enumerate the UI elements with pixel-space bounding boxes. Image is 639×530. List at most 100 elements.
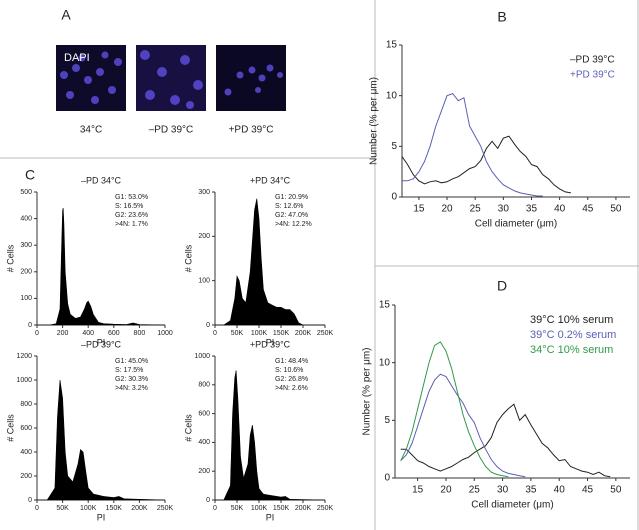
y-tick-label: 1200	[16, 353, 32, 360]
stat-label: S: 10.6%	[275, 367, 303, 374]
y-axis-title: # Cells	[183, 414, 193, 442]
y-axis-title: # Cells	[183, 244, 193, 272]
y-tick-label: 0	[28, 322, 32, 329]
y-tick-label: 600	[20, 425, 32, 432]
x-tick-label: 0	[213, 505, 217, 512]
y-tick-label: 15	[379, 300, 391, 311]
y-axis-title: # Cells	[5, 244, 15, 272]
y-tick-label: 0	[206, 497, 210, 504]
stat-label: G1: 20.9%	[275, 194, 308, 201]
nuclei	[60, 50, 283, 109]
x-axis-title: PI	[266, 337, 275, 347]
stat-label: G2: 47.0%	[275, 212, 308, 219]
panel-letter: D	[497, 278, 507, 294]
x-tick-label: 100K	[251, 330, 268, 337]
caption: 34°C	[80, 125, 102, 136]
line-series	[401, 135, 571, 194]
panel-letter: C	[25, 167, 35, 183]
x-tick-label: 20	[440, 485, 452, 496]
x-tick-label: 25	[470, 204, 482, 215]
y-axis-title: Number (% per μm)	[362, 348, 373, 436]
stat-label: S: 16.5%	[115, 203, 143, 210]
x-tick-label: 1000	[157, 330, 173, 337]
x-axis-title: Cell diameter (μm)	[475, 219, 557, 230]
y-tick-label: 400	[198, 439, 210, 446]
y-tick-label: 800	[198, 382, 210, 389]
x-tick-label: 30	[497, 485, 509, 496]
line-series	[402, 93, 543, 197]
y-tick-label: 400	[20, 215, 32, 222]
x-tick-label: 50	[610, 485, 622, 496]
x-tick-label: 200	[57, 330, 69, 337]
y-tick-label: 10	[379, 357, 391, 368]
x-tick-label: 250K	[157, 505, 174, 512]
line-series	[400, 373, 526, 478]
y-tick-label: 0	[391, 192, 397, 203]
x-tick-label: 0	[213, 330, 217, 337]
y-tick-label: 100	[198, 278, 210, 285]
y-tick-label: 800	[20, 401, 32, 408]
y-tick-label: 600	[198, 410, 210, 417]
line-series	[400, 341, 509, 478]
overlay-label: DAPI	[64, 52, 90, 64]
caption: +PD 39°C	[229, 125, 274, 136]
x-tick-label: 45	[582, 204, 594, 215]
y-tick-label: 300	[20, 242, 32, 249]
x-tick-label: 150K	[106, 505, 123, 512]
x-tick-label: 100K	[251, 505, 268, 512]
x-axis-title: PI	[266, 512, 275, 522]
chart-title: –PD 34°C	[81, 175, 122, 185]
x-tick-label: 400	[82, 330, 94, 337]
stat-label: G1: 53.0%	[115, 194, 148, 201]
histogram	[215, 198, 325, 326]
y-tick-label: 0	[206, 322, 210, 329]
x-tick-label: 250K	[317, 330, 334, 337]
stat-label: G2: 26.8%	[275, 376, 308, 383]
x-axis-title: PI	[97, 512, 106, 522]
chart-title: –PD 39°C	[81, 339, 122, 349]
y-tick-label: 1000	[16, 377, 32, 384]
x-axis-title: Cell diameter (μm)	[471, 500, 553, 511]
histogram	[37, 379, 166, 501]
chart-title: +PD 34°C	[250, 175, 291, 185]
y-tick-label: 5	[384, 415, 390, 426]
y-tick-label: 500	[20, 189, 32, 196]
x-tick-label: 600	[108, 330, 120, 337]
x-tick-label: 40	[554, 204, 566, 215]
legend-entry: 39°C 10% serum	[530, 314, 613, 326]
legend-entry: 34°C 10% serum	[530, 344, 613, 356]
legend-entry: 39°C 0.2% serum	[530, 329, 616, 341]
x-tick-label: 150K	[273, 330, 290, 337]
x-tick-label: 100K	[80, 505, 97, 512]
y-tick-label: 200	[20, 473, 32, 480]
x-tick-label: 15	[413, 204, 425, 215]
x-tick-label: 0	[35, 330, 39, 337]
x-tick-label: 40	[554, 485, 566, 496]
micrograph	[216, 45, 286, 111]
x-tick-label: 45	[582, 485, 594, 496]
micrographs: DAPI 34°C –PD 39°C +PD 39°C	[56, 45, 286, 136]
x-tick-label: 30	[498, 204, 510, 215]
stat-label: G1: 48.4%	[275, 358, 308, 365]
y-axis-title: # Cells	[5, 414, 15, 442]
x-tick-label: 50K	[231, 330, 244, 337]
panel-letter: A	[61, 7, 71, 23]
y-tick-label: 200	[198, 233, 210, 240]
y-tick-label: 100	[20, 295, 32, 302]
x-tick-label: 800	[134, 330, 146, 337]
stat-label: >4N: 1.7%	[115, 221, 148, 228]
y-tick-label: 200	[198, 468, 210, 475]
stat-label: >4N: 12.2%	[275, 221, 312, 228]
y-tick-label: 1000	[194, 353, 210, 360]
x-tick-label: 35	[525, 485, 537, 496]
y-tick-label: 400	[20, 449, 32, 456]
x-tick-label: 25	[469, 485, 481, 496]
stat-label: S: 17.5%	[115, 367, 143, 374]
y-tick-label: 200	[20, 269, 32, 276]
x-tick-label: 50K	[231, 505, 244, 512]
x-tick-label: 150K	[273, 505, 290, 512]
stat-label: G1: 45.0%	[115, 358, 148, 365]
legend-entry: –PD 39°C	[570, 55, 615, 66]
